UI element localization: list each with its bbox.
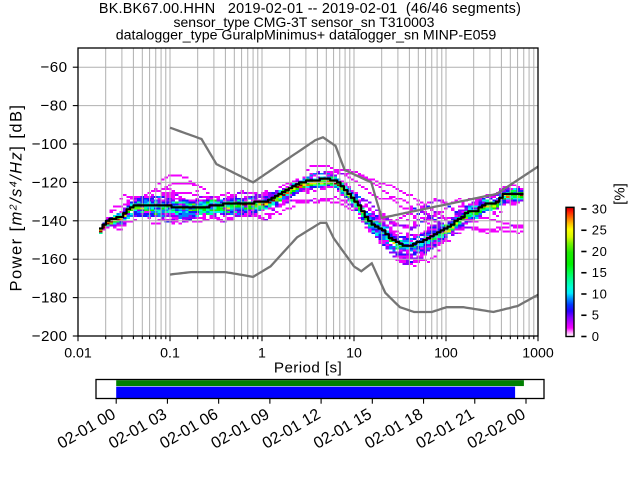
svg-text:20: 20 (592, 244, 608, 259)
svg-text:−140: −140 (32, 213, 68, 230)
svg-text:30: 30 (592, 201, 608, 216)
svg-text:−180: −180 (32, 290, 68, 307)
svg-text:−100: −100 (32, 136, 68, 153)
svg-text:−120: −120 (32, 174, 68, 191)
svg-text:25: 25 (592, 223, 608, 238)
svg-text:0: 0 (592, 329, 600, 344)
svg-text:10: 10 (346, 345, 362, 361)
svg-text:sensor_type CMG-3T sensor_sn T: sensor_type CMG-3T sensor_sn T310003 (174, 14, 435, 30)
svg-text:5: 5 (592, 308, 600, 323)
svg-text:−160: −160 (32, 251, 68, 268)
svg-text:−60: −60 (41, 59, 68, 76)
svg-text:datalogger_type GuralpMinimus+: datalogger_type GuralpMinimus+ datalogge… (116, 28, 497, 44)
svg-text:1: 1 (258, 345, 266, 361)
svg-text:15: 15 (592, 265, 608, 280)
svg-text:BK.BK67.00.HHN 2019-02-01 --: BK.BK67.00.HHN 2019-02-01 -- 2019-02-01 … (99, 1, 521, 17)
svg-text:−80: −80 (41, 98, 68, 115)
svg-text:0.01: 0.01 (64, 345, 92, 361)
svg-text:Power [m2/s4/Hz] [dB]: Power [m2/s4/Hz] [dB] (8, 104, 26, 292)
svg-text:100: 100 (434, 345, 458, 361)
svg-text:0.1: 0.1 (160, 345, 180, 361)
svg-text:−200: −200 (32, 328, 68, 345)
svg-text:[%]: [%] (612, 183, 629, 205)
svg-text:1000: 1000 (522, 345, 554, 361)
svg-text:Period [s]: Period [s] (274, 360, 342, 377)
svg-text:10: 10 (592, 286, 608, 301)
